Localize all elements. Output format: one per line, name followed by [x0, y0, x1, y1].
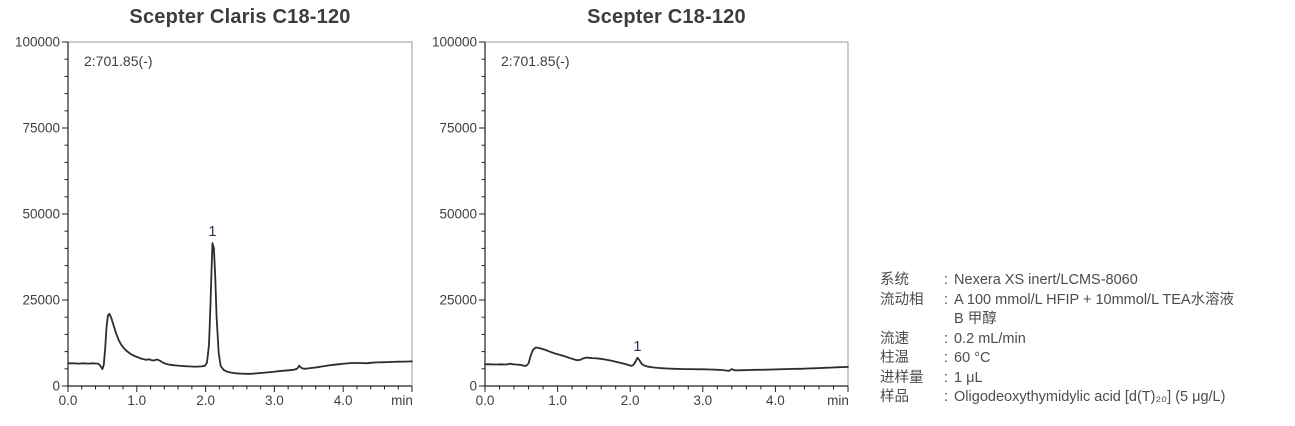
condition-value: Nexera XS inert/LCMS-8060 [954, 272, 1138, 288]
x-tick-label: 4.0 [766, 393, 785, 408]
y-tick-label: 75000 [439, 121, 477, 136]
y-tick-label: 0 [52, 379, 60, 394]
x-tick-label: 1.0 [548, 393, 567, 408]
condition-label: 柱温 [880, 350, 909, 366]
chart-title-right: Scepter C18-120 [587, 6, 746, 28]
y-tick-label: 100000 [432, 35, 477, 50]
condition-row-injection-volume: 进样量 : 1 μL [880, 369, 1290, 389]
condition-label: 流动相 [880, 291, 924, 308]
condition-value: Oligodeoxythymidylic acid [d(T)₂₀] (5 μg… [954, 389, 1226, 405]
axis-lines [67, 42, 412, 387]
x-axis-unit-label: min [391, 393, 413, 408]
y-tick-label: 25000 [22, 293, 60, 308]
condition-separator: : [944, 291, 949, 308]
condition-separator: : [944, 389, 949, 405]
chromatogram-trace [484, 346, 849, 372]
condition-separator: : [944, 330, 949, 347]
condition-label: 进样量 [880, 369, 924, 386]
condition-value: 0.2 mL/min [954, 330, 1026, 347]
chromatogram-trace [67, 242, 413, 375]
axis-lines [484, 42, 848, 387]
plot-frame [484, 41, 849, 387]
condition-label: 样品 [880, 389, 909, 405]
y-tick-label: 100000 [15, 35, 60, 50]
condition-value: A 100 mmol/L HFIP + 10mmol/L TEA水溶液 B 甲醇 [954, 291, 1235, 328]
x-tick-label: 3.0 [693, 393, 712, 408]
condition-row-sample: 样品 : Oligodeoxythymidylic acid [d(T)₂₀] … [880, 388, 1290, 408]
condition-row-mobile-phase: 流动相 : A 100 mmol/L HFIP + 10mmol/L TEA水溶… [880, 291, 1290, 330]
y-tick-label: 50000 [22, 207, 60, 222]
x-tick-label: 2.0 [621, 393, 640, 408]
condition-row-column-temp: 柱温 : 60 °C [880, 349, 1290, 369]
y-tick-label: 50000 [439, 207, 477, 222]
plot-frame [67, 41, 413, 387]
mz-annotation-right: 2:701.85(-) [501, 53, 570, 69]
peak-number-label: 1 [208, 223, 216, 240]
x-tick-label: 1.0 [127, 393, 146, 408]
condition-row-system: 系统 : Nexera XS inert/LCMS-8060 [880, 271, 1290, 291]
condition-separator: : [944, 369, 949, 386]
condition-separator: : [944, 350, 949, 366]
x-tick-label: 0.0 [476, 393, 495, 408]
peak-number-label: 1 [633, 338, 641, 355]
condition-row-flow-rate: 流速 : 0.2 mL/min [880, 330, 1290, 350]
x-tick-label: 2.0 [196, 393, 215, 408]
x-axis-unit-label: min [827, 393, 849, 408]
y-tick-label: 0 [469, 379, 477, 394]
condition-value: 1 μL [954, 369, 983, 386]
condition-label: 流速 [880, 330, 909, 347]
y-tick-label: 75000 [22, 121, 60, 136]
x-tick-label: 4.0 [334, 393, 353, 408]
analysis-conditions-panel: 系统 : Nexera XS inert/LCMS-8060 流动相 : A 1… [880, 271, 1290, 408]
condition-label: 系统 [880, 272, 909, 288]
condition-value: 60 °C [954, 350, 991, 366]
x-tick-label: 3.0 [265, 393, 284, 408]
x-tick-label: 0.0 [59, 393, 78, 408]
mz-annotation-left: 2:701.85(-) [84, 53, 153, 69]
chart-title-left: Scepter Claris C18-120 [129, 6, 351, 28]
y-tick-label: 25000 [439, 293, 477, 308]
condition-separator: : [944, 272, 949, 288]
